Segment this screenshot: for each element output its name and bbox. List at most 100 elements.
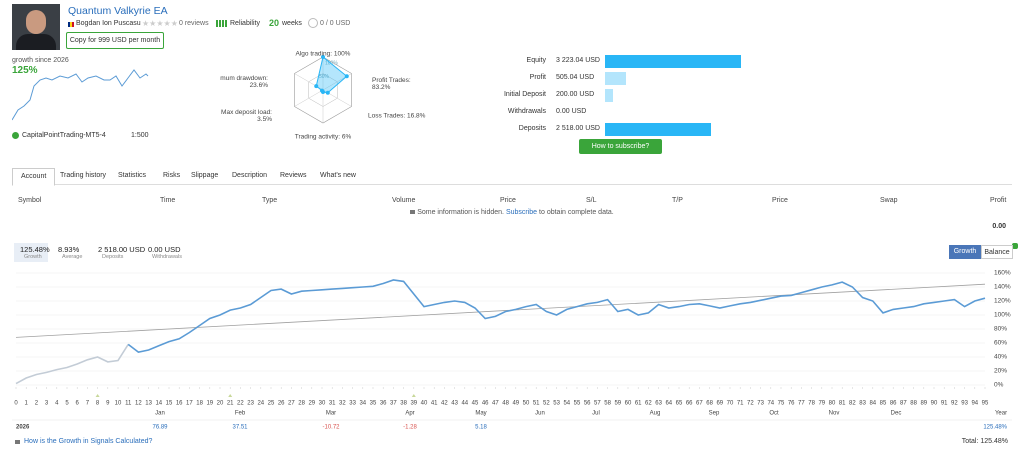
x-tick-label: 39 [410, 401, 417, 407]
growth-chart: 0%20%40%60%80%100%120%140%160%0 1 2 3 4 5 6 7 8 9… [12, 270, 1012, 431]
x-tick-label: 82 [849, 401, 856, 407]
x-tick-label: 14 [155, 401, 162, 407]
x-tick-label: 17 [186, 401, 193, 407]
tab[interactable]: What's new [320, 172, 356, 179]
x-tick-label: 21 [227, 401, 234, 407]
radar-label: Loss Trades: 16.8% [368, 113, 426, 120]
growth-value: 125% [12, 65, 38, 76]
column-header: Swap [880, 197, 898, 204]
y-tick-label: 40% [994, 354, 1007, 361]
summary-value: 3 223.04 USD [556, 57, 600, 64]
x-tick-label: 69 [716, 401, 723, 407]
year-total: 125.48% [983, 425, 1007, 431]
x-tick-label: 80 [829, 401, 836, 407]
x-tick-label: 49 [512, 401, 519, 407]
tab[interactable]: Statistics [118, 172, 147, 179]
x-tick-label: 20 [217, 401, 224, 407]
copy-button[interactable]: Copy for 999 USD per month [66, 32, 164, 49]
year-value: 37.51 [232, 425, 248, 431]
tab[interactable]: Trading history [60, 172, 107, 179]
stat-value: 8.93% [58, 245, 80, 254]
x-tick-label: 94 [971, 401, 978, 407]
x-tick-label: 15 [166, 401, 173, 407]
x-tick-label: 6 [76, 401, 80, 407]
tab[interactable]: Description [232, 172, 268, 179]
x-tick-label: 90 [931, 401, 938, 407]
year-value: 76.89 [152, 425, 168, 431]
radar-point [344, 74, 349, 79]
x-tick-label: 40 [421, 401, 428, 407]
x-tick-label: 59 [614, 401, 621, 407]
subscribe-button[interactable]: How to subscribe? [579, 139, 662, 154]
x-tick-label: 91 [941, 401, 948, 407]
notice-text: Some information is hidden. [417, 209, 504, 216]
subscribe-link[interactable]: Subscribe [505, 209, 538, 216]
x-tick-label: 89 [920, 401, 927, 407]
tab[interactable]: Reviews [280, 172, 307, 179]
radar-label: Max deposit load: 3.5% [221, 109, 272, 123]
x-tick-label: 65 [676, 401, 683, 407]
x-tick-label: 44 [461, 401, 468, 407]
radar-point [325, 90, 330, 95]
x-tick-label: 30 [319, 401, 326, 407]
toggle-button[interactable]: Balance [981, 245, 1013, 259]
month-label: Nov [829, 411, 840, 417]
x-tick-label: 52 [543, 401, 550, 407]
summary-value: 0.00 USD [556, 108, 587, 115]
x-tick-label: 13 [145, 401, 152, 407]
year-header: Year [995, 411, 1007, 417]
tab[interactable]: Risks [163, 172, 181, 179]
radar-label: Profit Trades: 83.2% [372, 77, 411, 91]
y-tick-label: 20% [994, 368, 1007, 375]
footer-link[interactable]: How is the Growth in Signals Calculated? [24, 438, 153, 445]
radar-point [314, 84, 319, 89]
flag [68, 22, 74, 27]
x-tick-label: 53 [553, 401, 560, 407]
author[interactable]: Bogdan Ion Puscasu [76, 20, 141, 27]
year-label: 2026 [16, 425, 30, 431]
x-tick-label: 70 [727, 401, 734, 407]
weeks-value: 20 [269, 18, 280, 28]
x-tick-label: 81 [839, 401, 846, 407]
x-tick-label: 83 [859, 401, 866, 407]
month-label: Feb [235, 411, 246, 417]
x-tick-label: 32 [339, 401, 346, 407]
x-tick-label: 2 [35, 401, 39, 407]
title[interactable]: Quantum Valkyrie EA [68, 5, 168, 17]
x-tick-label: 72 [747, 401, 754, 407]
x-tick-label: 78 [808, 401, 815, 407]
y-tick-label: 100% [994, 312, 1011, 319]
x-tick-label: 55 [574, 401, 581, 407]
summary-bar [605, 123, 712, 136]
x-tick-label: 9 [106, 401, 110, 407]
stat-value: 2 518.00 USD [98, 245, 146, 254]
radar-spoke [294, 89, 324, 107]
leverage: 1:500 [131, 132, 149, 139]
tab[interactable]: Slippage [191, 172, 219, 179]
x-tick-label: 19 [206, 401, 213, 407]
radar-label: Trading activity: 6% [295, 134, 352, 141]
column-header: Symbol [18, 197, 42, 204]
x-tick-label: 37 [390, 401, 397, 407]
x-tick-label: 75 [778, 401, 785, 407]
x-tick-label: 50 [523, 401, 530, 407]
add-icon[interactable] [1012, 243, 1018, 249]
x-tick-label: 85 [880, 401, 887, 407]
x-tick-label: 5 [65, 401, 69, 407]
x-tick-label: 88 [910, 401, 917, 407]
stat-label: Withdrawals [152, 254, 182, 260]
x-tick-label: 7 [86, 401, 90, 407]
toggle-button[interactable]: Growth [949, 245, 981, 259]
footer-icon [15, 440, 20, 444]
x-tick-label: 46 [482, 401, 489, 407]
x-tick-label: 1 [25, 401, 29, 407]
summary-value: 505.04 USD [556, 74, 595, 81]
tab[interactable]: Account [12, 168, 56, 186]
month-label: Dec [891, 411, 902, 417]
summary-bar [605, 72, 627, 85]
x-tick-label: 77 [798, 401, 805, 407]
growth-caption: growth since 2026 [12, 57, 69, 64]
x-tick-label: 95 [982, 401, 989, 407]
x-tick-label: 38 [400, 401, 407, 407]
reviews[interactable]: 0 reviews [179, 20, 209, 27]
